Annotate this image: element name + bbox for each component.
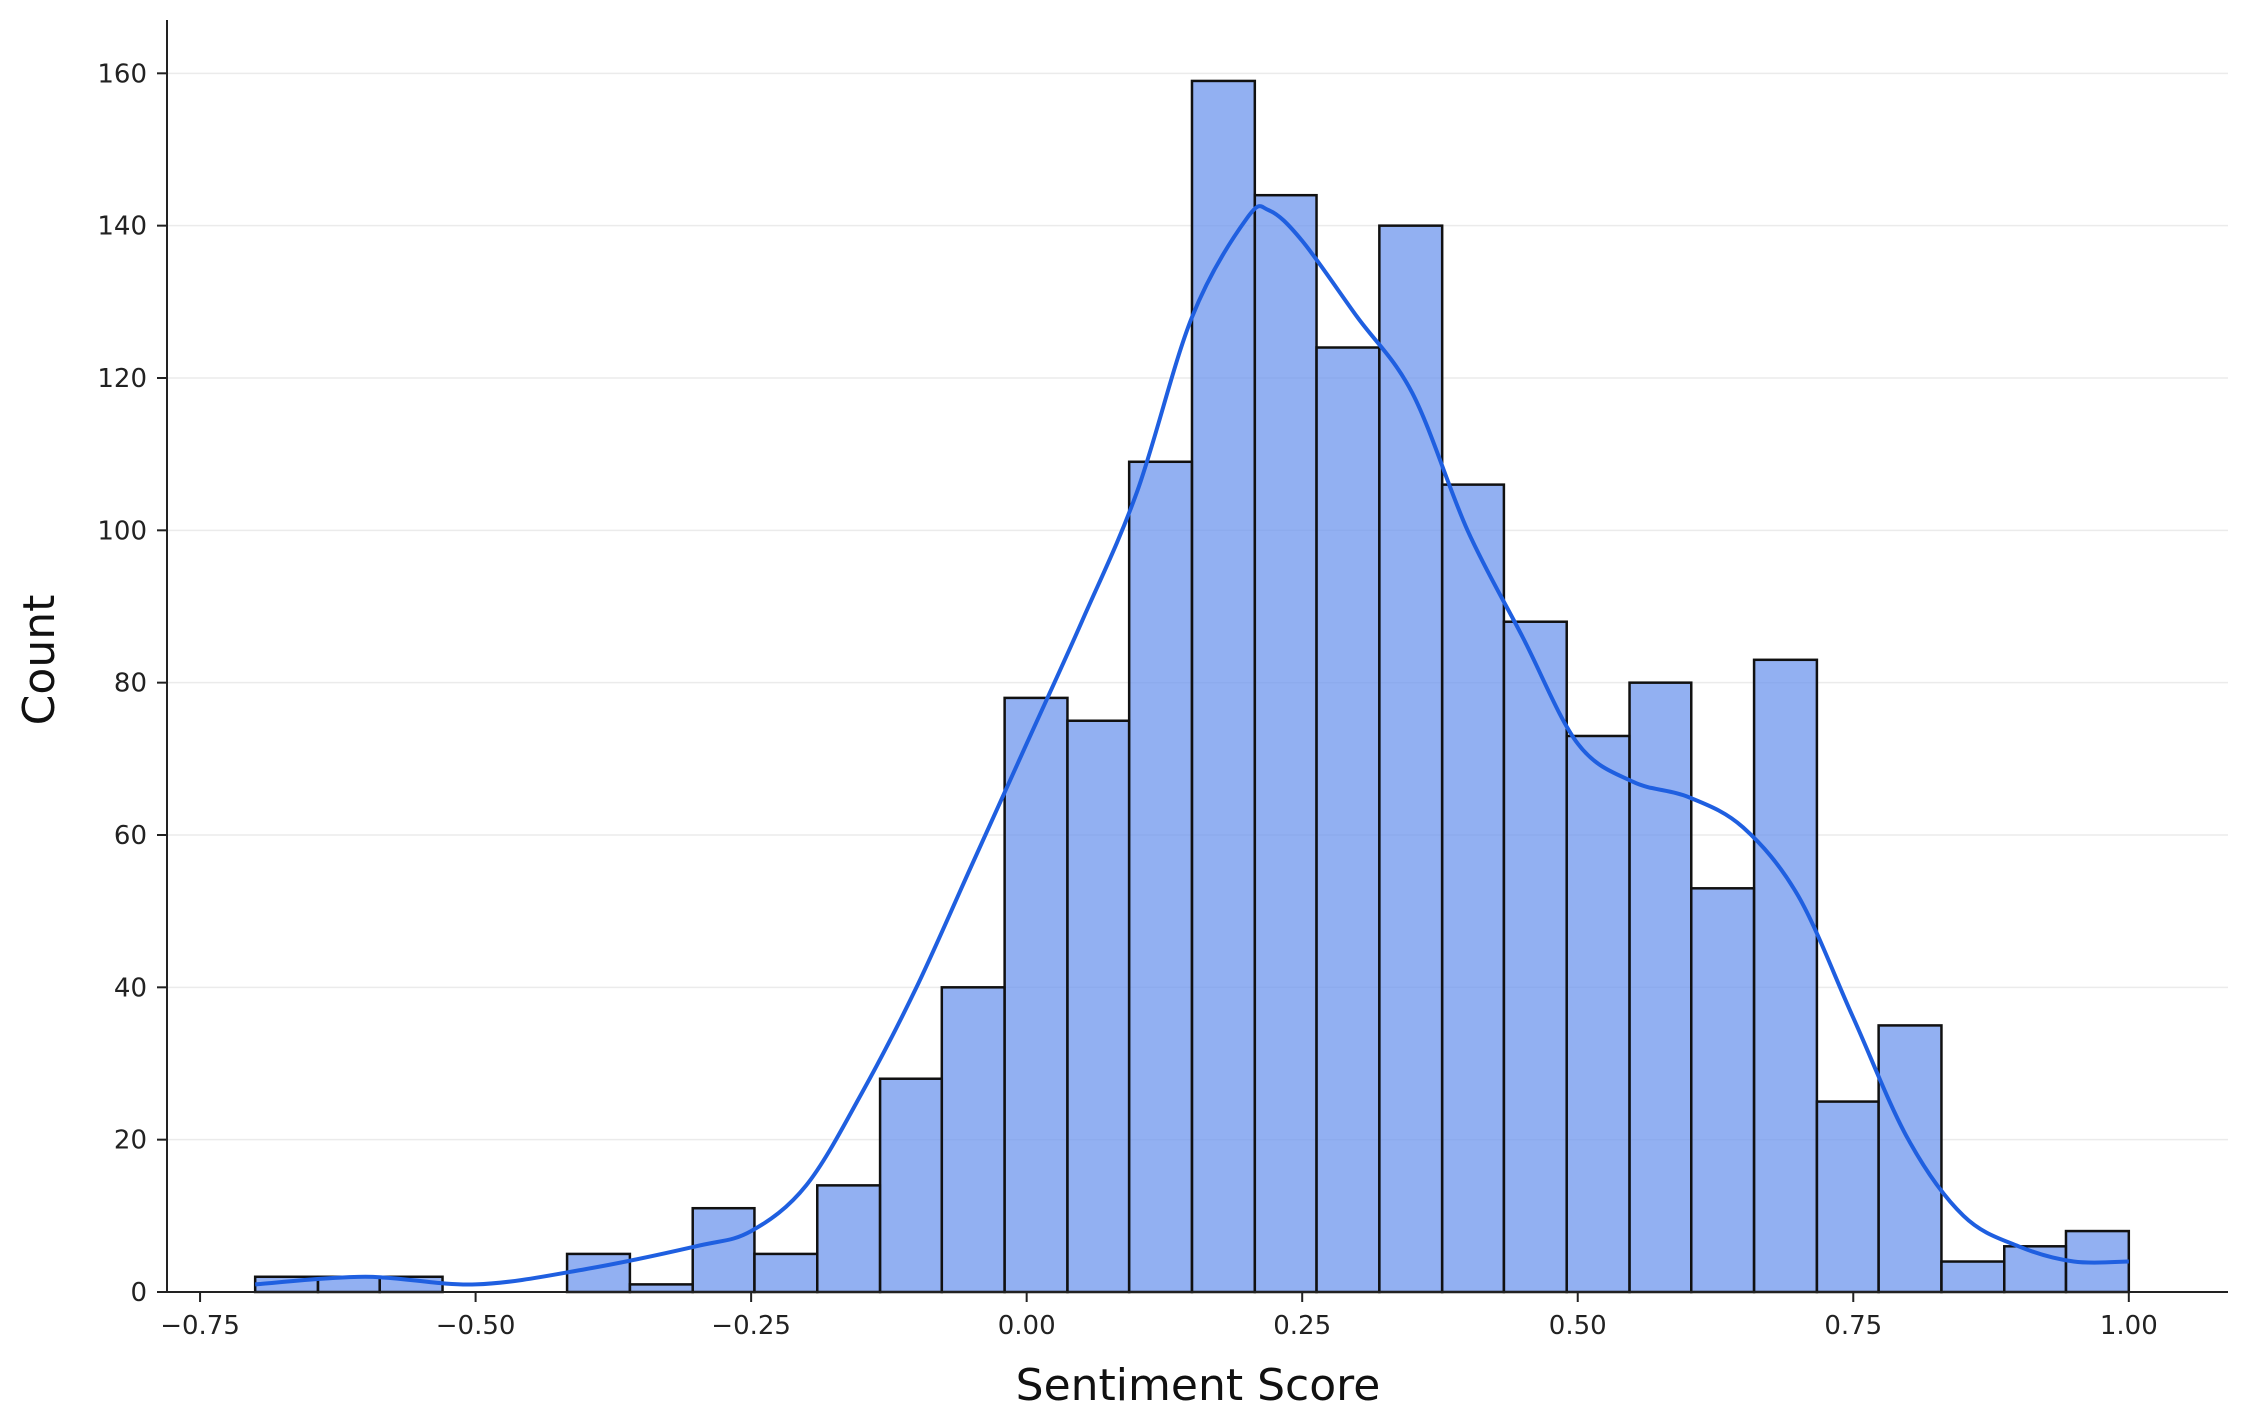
histogram-bar-10 [878,1077,944,1294]
histogram-bar-15 [1190,79,1257,1294]
ticks-layer: −0.75 −0.50 −0.25 0.00 0.25 0.50 0.75 1.00 0 20 40… [97,59,2157,1341]
kde-curve [255,204,2129,1287]
histogram-bar-8 [753,1252,819,1294]
y-tick-label-2: 40 [114,973,147,1003]
histogram-bar-7 [691,1206,756,1294]
histogram-bar-19 [1440,483,1506,1294]
x-axis-title: Sentiment Score [1016,1360,1381,1411]
histogram-bar-14 [1127,460,1194,1294]
x-tick-label-4: 0.25 [1273,1311,1331,1341]
y-tick-label-8: 160 [97,59,147,89]
x-tick-label-7: 1.00 [2100,1311,2158,1341]
x-tick-label-1: −0.50 [436,1311,516,1341]
histogram-bar-18 [1378,224,1444,1294]
histogram-bar-22 [1628,681,1693,1294]
histogram-bar-20 [1502,620,1568,1294]
histogram-bar-17 [1315,346,1381,1294]
y-tick-label-7: 140 [97,212,147,242]
y-tick-label-3: 60 [114,821,147,851]
histogram-bar-11 [940,986,1006,1294]
histogram-bar-21 [1565,734,1631,1294]
y-tick-label-0: 0 [130,1278,147,1308]
histogram-bar-13 [1066,719,1131,1294]
histogram-bar-27 [1940,1260,2006,1294]
x-tick-label-2: −0.25 [711,1311,791,1341]
y-tick-label-4: 80 [114,669,147,699]
histogram-bar-16 [1253,193,1318,1294]
x-tick-label-6: 0.75 [1824,1311,1882,1341]
y-tick-label-6: 120 [97,364,147,394]
histogram-bar-12 [1003,696,1069,1294]
histogram-bar-24 [1752,658,1819,1294]
x-tick-label-0: −0.75 [160,1311,240,1341]
histogram-bar-25 [1815,1100,1880,1294]
histogram-bar-23 [1690,887,1756,1294]
x-tick-label-5: 0.50 [1549,1311,1607,1341]
histogram-bar-5 [565,1252,632,1294]
y-tick-label-5: 100 [97,516,147,546]
histogram-bar-9 [816,1184,882,1294]
x-tick-label-3: 0.00 [998,1311,1056,1341]
y-axis-title: Count [14,595,65,726]
kde-layer [255,204,2129,1287]
histogram-bar-26 [1877,1024,1943,1294]
histogram-bar-6 [628,1283,694,1294]
bars-layer [253,79,2131,1294]
y-tick-label-1: 20 [114,1126,147,1156]
axes-layer [166,20,2228,1293]
